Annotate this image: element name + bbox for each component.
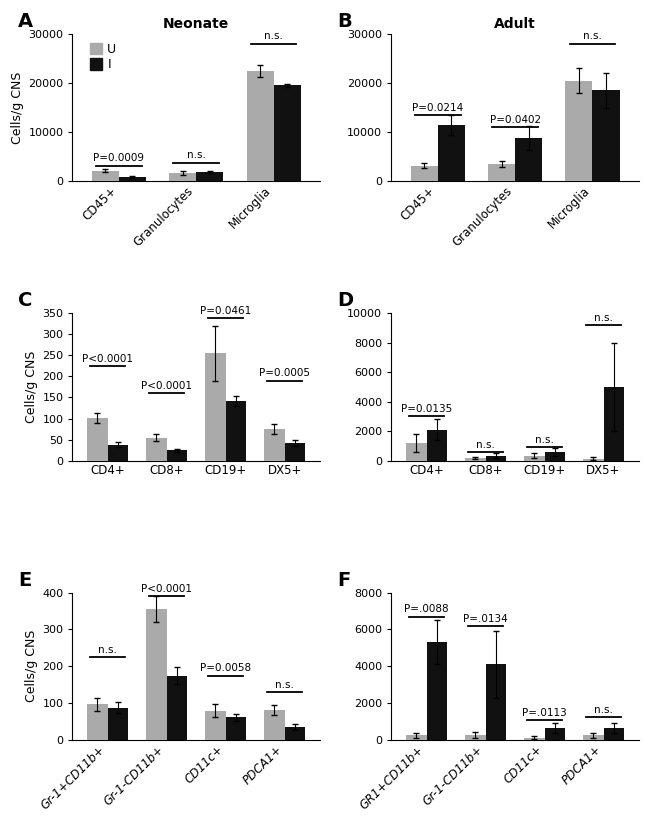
- Text: F: F: [337, 570, 350, 589]
- Bar: [274, 86, 301, 181]
- Text: P=0.0058: P=0.0058: [200, 663, 252, 673]
- Bar: [108, 708, 129, 740]
- Bar: [196, 172, 224, 181]
- Text: n.s.: n.s.: [476, 439, 495, 449]
- Bar: [566, 81, 592, 181]
- Bar: [167, 676, 187, 740]
- Text: n.s.: n.s.: [594, 704, 613, 715]
- Text: n.s.: n.s.: [275, 680, 294, 690]
- Text: P=.0134: P=.0134: [463, 613, 508, 624]
- Bar: [465, 735, 486, 740]
- Text: P<0.0001: P<0.0001: [83, 354, 133, 364]
- Text: B: B: [337, 12, 352, 31]
- Text: n.s.: n.s.: [535, 435, 554, 445]
- Bar: [603, 387, 624, 461]
- Bar: [437, 125, 465, 181]
- Text: P=.0088: P=.0088: [404, 604, 449, 614]
- Text: P=0.0214: P=0.0214: [412, 103, 463, 113]
- Bar: [583, 458, 603, 461]
- Bar: [465, 458, 486, 461]
- Y-axis label: Cells/g CNS: Cells/g CNS: [25, 351, 38, 423]
- Text: n.s.: n.s.: [594, 313, 613, 323]
- Text: n.s.: n.s.: [264, 31, 283, 41]
- Bar: [426, 430, 447, 461]
- Bar: [264, 429, 285, 461]
- Bar: [146, 609, 167, 740]
- Text: P<0.0001: P<0.0001: [141, 584, 192, 594]
- Text: P=.0113: P=.0113: [522, 708, 567, 718]
- Y-axis label: Cells/g CNS: Cells/g CNS: [25, 630, 38, 703]
- Text: n.s.: n.s.: [98, 645, 117, 655]
- Bar: [205, 710, 226, 740]
- Text: D: D: [337, 291, 353, 310]
- Bar: [545, 452, 566, 461]
- Y-axis label: Cells/g CNS: Cells/g CNS: [11, 72, 24, 144]
- Text: C: C: [18, 291, 32, 310]
- Text: P=0.0005: P=0.0005: [259, 369, 310, 379]
- Bar: [226, 717, 246, 740]
- Text: P=0.0135: P=0.0135: [401, 404, 452, 414]
- Text: P=0.0461: P=0.0461: [200, 306, 252, 316]
- Text: E: E: [18, 570, 31, 589]
- Bar: [108, 444, 129, 461]
- Text: P=0.0009: P=0.0009: [94, 153, 144, 164]
- Bar: [226, 401, 246, 461]
- Bar: [169, 173, 196, 181]
- Bar: [285, 728, 306, 740]
- Bar: [486, 456, 506, 461]
- Bar: [515, 138, 542, 181]
- Text: n.s.: n.s.: [187, 151, 205, 160]
- Legend: U, I: U, I: [88, 42, 118, 72]
- Text: P=0.0402: P=0.0402: [489, 115, 541, 125]
- Bar: [406, 736, 426, 740]
- Bar: [167, 450, 187, 461]
- Title: Neonate: Neonate: [163, 17, 229, 31]
- Bar: [264, 709, 285, 740]
- Bar: [285, 443, 306, 461]
- Bar: [411, 165, 437, 181]
- Bar: [146, 438, 167, 461]
- Bar: [545, 728, 566, 740]
- Text: P<0.0001: P<0.0001: [141, 381, 192, 391]
- Bar: [92, 170, 119, 181]
- Bar: [205, 353, 226, 461]
- Bar: [592, 91, 619, 181]
- Text: A: A: [18, 12, 33, 31]
- Bar: [406, 443, 426, 461]
- Bar: [524, 738, 545, 740]
- Text: n.s.: n.s.: [583, 31, 602, 41]
- Bar: [426, 642, 447, 740]
- Bar: [524, 456, 545, 461]
- Bar: [486, 664, 506, 740]
- Title: Adult: Adult: [494, 17, 536, 31]
- Bar: [87, 704, 108, 740]
- Bar: [246, 71, 274, 181]
- Bar: [603, 728, 624, 740]
- Bar: [87, 418, 108, 461]
- Bar: [488, 164, 515, 181]
- Bar: [119, 177, 146, 181]
- Bar: [583, 736, 603, 740]
